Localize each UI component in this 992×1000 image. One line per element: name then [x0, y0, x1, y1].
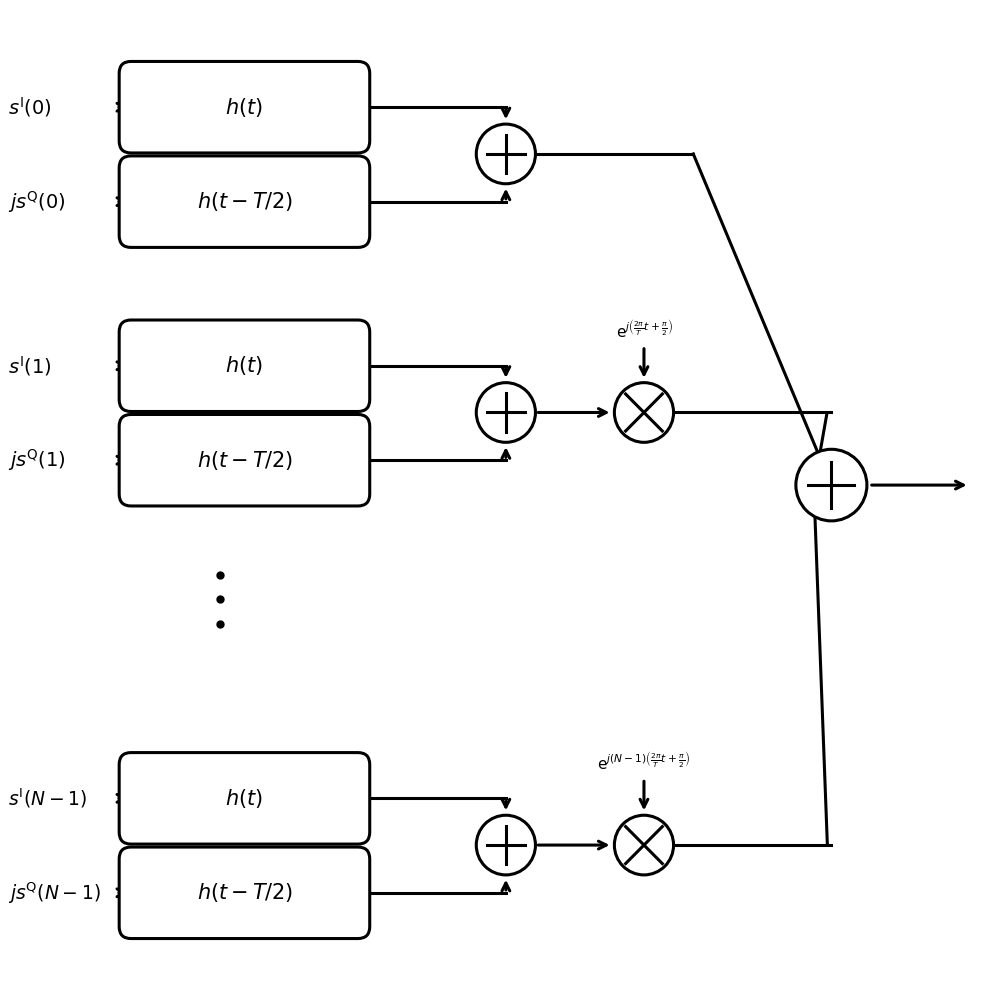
- FancyBboxPatch shape: [119, 753, 370, 844]
- FancyBboxPatch shape: [119, 61, 370, 153]
- Circle shape: [614, 383, 674, 442]
- Text: $s^\mathrm{I}(0)$: $s^\mathrm{I}(0)$: [8, 95, 52, 119]
- Circle shape: [476, 383, 536, 442]
- Text: $h(t)$: $h(t)$: [225, 354, 264, 377]
- FancyBboxPatch shape: [119, 320, 370, 411]
- Text: $js^\mathrm{Q}(0)$: $js^\mathrm{Q}(0)$: [8, 189, 65, 215]
- Circle shape: [476, 815, 536, 875]
- Text: $h(t-T/2)$: $h(t-T/2)$: [196, 881, 293, 904]
- Text: $h(t-T/2)$: $h(t-T/2)$: [196, 449, 293, 472]
- Text: $h(t)$: $h(t)$: [225, 787, 264, 810]
- FancyBboxPatch shape: [119, 414, 370, 506]
- Circle shape: [796, 449, 867, 521]
- Text: $s^\mathrm{I}(1)$: $s^\mathrm{I}(1)$: [8, 354, 52, 378]
- Circle shape: [476, 124, 536, 184]
- Text: $\mathrm{e}^{j(N-1)\left(\frac{2\pi}{T}t+\frac{\pi}{2}\right)}$: $\mathrm{e}^{j(N-1)\left(\frac{2\pi}{T}t…: [597, 752, 690, 773]
- Circle shape: [614, 815, 674, 875]
- FancyBboxPatch shape: [119, 156, 370, 247]
- FancyBboxPatch shape: [119, 847, 370, 939]
- Text: $h(t)$: $h(t)$: [225, 96, 264, 119]
- Text: $js^\mathrm{Q}(1)$: $js^\mathrm{Q}(1)$: [8, 447, 65, 473]
- Text: $h(t-T/2)$: $h(t-T/2)$: [196, 190, 293, 213]
- Text: $s^\mathrm{I}(N-1)$: $s^\mathrm{I}(N-1)$: [8, 787, 86, 810]
- Text: $js^\mathrm{Q}(N-1)$: $js^\mathrm{Q}(N-1)$: [8, 880, 100, 906]
- Text: $\mathrm{e}^{j\left(\frac{2\pi}{T}t+\frac{\pi}{2}\right)}$: $\mathrm{e}^{j\left(\frac{2\pi}{T}t+\fra…: [615, 320, 673, 341]
